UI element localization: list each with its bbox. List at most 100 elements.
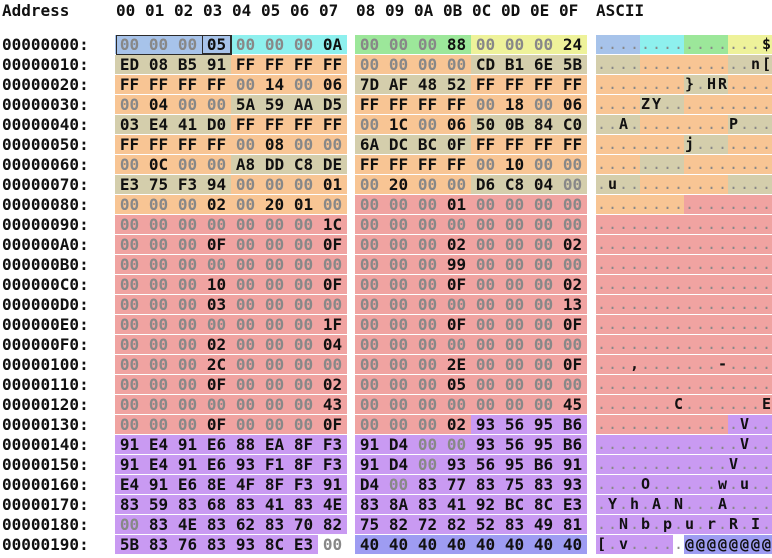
hex-byte[interactable]: 00 — [413, 275, 442, 294]
hex-byte[interactable]: 02 — [442, 235, 471, 254]
hex-byte[interactable]: 00 — [289, 375, 318, 394]
ascii-char[interactable]: . — [695, 115, 706, 134]
hex-byte[interactable]: 00 — [289, 415, 318, 434]
hex-byte[interactable]: F3 — [289, 475, 318, 494]
hex-byte[interactable]: 00 — [289, 35, 318, 54]
hex-byte[interactable]: 00 — [115, 95, 144, 114]
hex-byte[interactable]: 00 — [384, 195, 413, 214]
ascii-char[interactable]: . — [629, 195, 640, 214]
ascii-char[interactable]: u — [684, 515, 695, 534]
hex-byte[interactable]: 40 — [355, 535, 384, 554]
hex-byte[interactable]: 00 — [471, 155, 500, 174]
ascii-char[interactable]: . — [640, 315, 651, 334]
ascii-char[interactable]: . — [750, 495, 761, 514]
hex-byte[interactable]: 00 — [289, 235, 318, 254]
ascii-char[interactable]: . — [640, 355, 651, 374]
ascii-char[interactable]: . — [684, 235, 695, 254]
hex-byte[interactable]: 88 — [442, 35, 471, 54]
hex-byte[interactable]: 05 — [202, 35, 231, 54]
hex-byte[interactable]: 00 — [529, 155, 558, 174]
hex-byte[interactable]: 00 — [442, 335, 471, 354]
hex-byte[interactable]: 00 — [144, 35, 173, 54]
ascii-char[interactable]: . — [739, 255, 750, 274]
hex-byte[interactable]: 00 — [471, 335, 500, 354]
hex-byte[interactable]: 00 — [173, 275, 202, 294]
hex-byte[interactable]: 00 — [289, 395, 318, 414]
hex-byte[interactable]: B6 — [529, 455, 558, 474]
ascii-char[interactable]: . — [739, 95, 750, 114]
ascii-char[interactable]: . — [607, 135, 618, 154]
ascii-char[interactable]: . — [596, 475, 607, 494]
hex-byte[interactable]: 00 — [144, 375, 173, 394]
hex-byte[interactable]: 00 — [471, 295, 500, 314]
ascii-char[interactable]: . — [695, 195, 706, 214]
ascii-char[interactable]: . — [739, 115, 750, 134]
ascii-char[interactable]: . — [750, 35, 761, 54]
hex-byte[interactable]: 00 — [413, 255, 442, 274]
ascii-char[interactable]: . — [618, 355, 629, 374]
hex-byte[interactable]: 00 — [289, 135, 318, 154]
hex-byte[interactable]: 00 — [144, 255, 173, 274]
ascii-char[interactable]: . — [717, 235, 728, 254]
hex-byte[interactable]: 83 — [144, 515, 173, 534]
ascii-char[interactable]: . — [618, 235, 629, 254]
ascii-char[interactable]: . — [640, 75, 651, 94]
ascii-char[interactable]: . — [673, 475, 684, 494]
hex-byte[interactable]: 00 — [500, 355, 529, 374]
hex-byte[interactable]: FF — [413, 95, 442, 114]
ascii-char[interactable]: . — [750, 75, 761, 94]
hex-byte[interactable]: 5B — [115, 535, 144, 554]
ascii-char[interactable]: . — [695, 155, 706, 174]
hex-byte[interactable]: 00 — [413, 335, 442, 354]
hex-byte[interactable]: 20 — [384, 175, 413, 194]
ascii-char[interactable]: . — [673, 235, 684, 254]
hex-byte[interactable]: 00 — [318, 135, 347, 154]
ascii-char[interactable]: . — [750, 135, 761, 154]
hex-byte[interactable]: 00 — [231, 195, 260, 214]
hex-byte[interactable]: 00 — [384, 375, 413, 394]
hex-byte[interactable]: 83 — [115, 495, 144, 514]
hex-byte[interactable]: 00 — [471, 375, 500, 394]
hex-byte[interactable]: 13 — [558, 295, 587, 314]
hex-byte[interactable]: F3 — [173, 175, 202, 194]
hex-byte[interactable]: 00 — [413, 235, 442, 254]
ascii-char[interactable]: Y — [651, 95, 662, 114]
ascii-char[interactable]: . — [607, 415, 618, 434]
hex-byte[interactable]: 41 — [260, 495, 289, 514]
ascii-char[interactable]: . — [662, 355, 673, 374]
hex-byte[interactable]: 00 — [231, 315, 260, 334]
ascii-char[interactable]: . — [739, 295, 750, 314]
ascii-char[interactable]: A — [717, 495, 728, 514]
ascii-char[interactable]: . — [728, 315, 739, 334]
hex-byte[interactable]: CD — [471, 55, 500, 74]
hex-byte[interactable]: 00 — [471, 95, 500, 114]
hex-byte[interactable]: 00 — [115, 235, 144, 254]
hex-byte[interactable]: 01 — [442, 195, 471, 214]
hex-byte[interactable]: 7D — [355, 75, 384, 94]
ascii-char[interactable]: . — [695, 95, 706, 114]
ascii-char[interactable]: . — [651, 515, 662, 534]
ascii-char[interactable]: . — [728, 335, 739, 354]
ascii-char[interactable]: . — [750, 215, 761, 234]
hex-byte[interactable]: 91 — [318, 475, 347, 494]
hex-byte[interactable]: 00 — [144, 295, 173, 314]
hex-byte[interactable]: 00 — [144, 395, 173, 414]
hex-byte[interactable]: A8 — [231, 155, 260, 174]
hex-byte[interactable]: 00 — [384, 55, 413, 74]
hex-byte[interactable]: 00 — [115, 215, 144, 234]
hex-byte[interactable]: 00 — [260, 375, 289, 394]
ascii-char[interactable]: . — [640, 395, 651, 414]
hex-byte[interactable]: 8F — [289, 455, 318, 474]
hex-byte[interactable]: 00 — [500, 215, 529, 234]
hex-byte[interactable]: 91 — [558, 455, 587, 474]
hex-byte[interactable]: 00 — [260, 275, 289, 294]
hex-byte[interactable]: ED — [115, 55, 144, 74]
hex-byte[interactable]: 00 — [318, 295, 347, 314]
ascii-char[interactable]: . — [684, 215, 695, 234]
ascii-char[interactable]: . — [761, 215, 772, 234]
hex-byte[interactable]: 56 — [500, 435, 529, 454]
hex-byte[interactable]: 59 — [260, 95, 289, 114]
ascii-char[interactable]: . — [695, 435, 706, 454]
ascii-char[interactable]: . — [750, 335, 761, 354]
ascii-char[interactable]: . — [607, 195, 618, 214]
